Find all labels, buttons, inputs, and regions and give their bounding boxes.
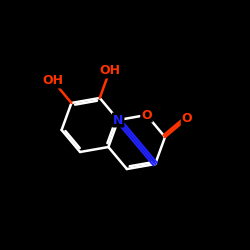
Text: N: N: [113, 114, 124, 126]
Text: O: O: [141, 108, 152, 122]
Text: OH: OH: [42, 74, 64, 88]
Text: O: O: [182, 112, 192, 125]
Text: OH: OH: [99, 64, 120, 78]
